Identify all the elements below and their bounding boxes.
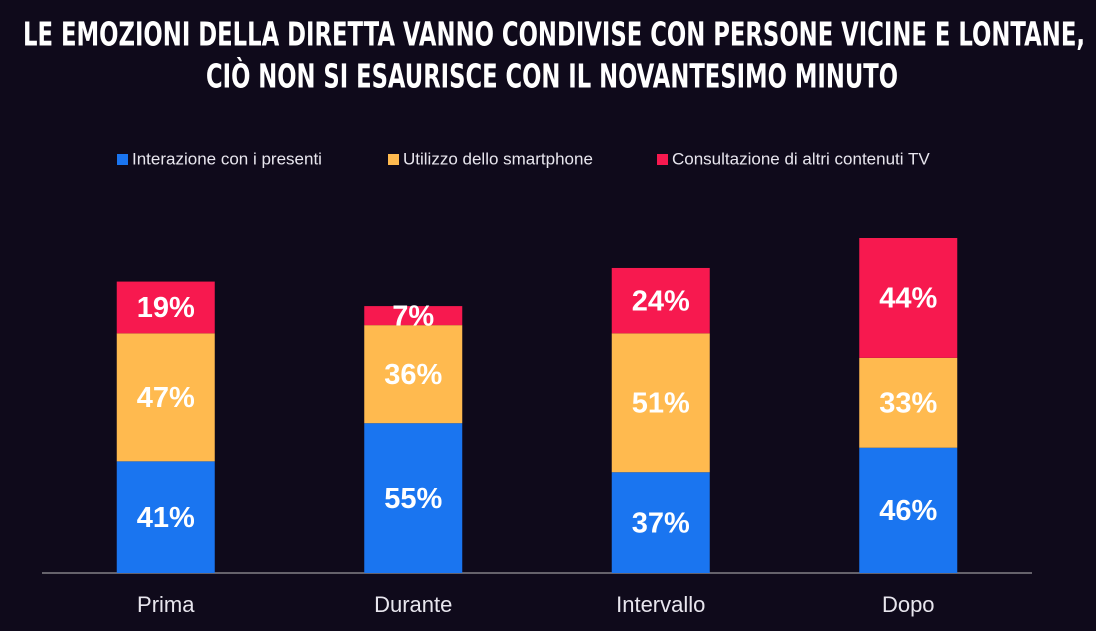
legend-label: Interazione con i presenti [132, 149, 322, 168]
data-label: 33% [879, 387, 937, 419]
bar-segment [611, 267, 710, 334]
x-tick-label: Intervallo [616, 592, 705, 617]
data-label: 44% [879, 283, 937, 315]
legend-swatch [117, 154, 128, 165]
x-tick-label: Prima [137, 592, 195, 617]
bar-segment [116, 333, 215, 462]
bar-segment [611, 472, 710, 573]
data-label: 24% [632, 285, 690, 317]
data-label: 7% [392, 300, 434, 332]
data-label: 46% [879, 495, 937, 527]
legend-swatch [657, 154, 668, 165]
bar-segment [611, 333, 710, 473]
legend-label: Utilizzo dello smartphone [403, 149, 593, 168]
data-label: 19% [137, 292, 195, 324]
bar-segment [859, 447, 958, 573]
bar-segment [364, 325, 463, 424]
data-label: 51% [632, 387, 690, 419]
data-label: 36% [384, 359, 442, 391]
data-label: 55% [384, 483, 442, 515]
data-label: 47% [137, 382, 195, 414]
bar-segment [859, 238, 958, 358]
data-label: 37% [632, 507, 690, 539]
chart-title: LE EMOZIONI DELLA DIRETTA VANNO CONDIVIS… [23, 15, 1085, 54]
bar-segment [859, 357, 958, 448]
x-tick-label: Dopo [882, 592, 935, 617]
legend-label: Consultazione di altri contenuti TV [672, 149, 930, 168]
bar-segment [116, 281, 215, 334]
bar-segment [364, 423, 463, 573]
bar-segment [364, 306, 463, 326]
chart-title: CIÒ NON SI ESAURISCE CON IL NOVANTESIMO … [206, 56, 898, 96]
x-tick-label: Durante [374, 592, 452, 617]
legend-swatch [388, 154, 399, 165]
bar-segment [116, 461, 215, 573]
data-label: 41% [137, 502, 195, 534]
